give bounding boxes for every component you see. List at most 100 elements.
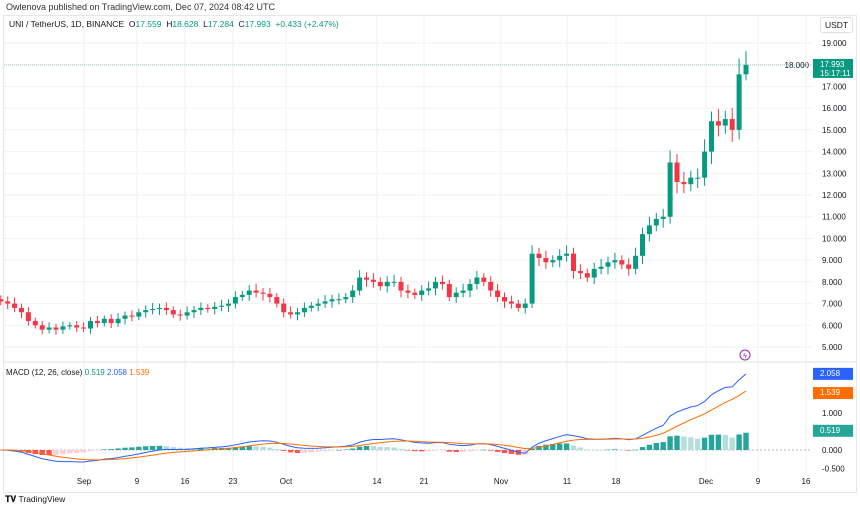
date-tick-label: Dec [699,477,713,486]
macd-histogram-bar [494,450,501,452]
candle-body [232,297,238,304]
candle-body [384,281,390,287]
macd-histogram-bar [460,450,466,452]
macd-histogram-bar [329,450,335,451]
macd-histogram-bar [336,449,342,451]
symbol-name[interactable]: UNI / TetherUS, 1D, BINANCE [9,19,125,29]
macd-histogram-bar [743,432,749,450]
candle-body [729,119,735,130]
macd-histogram-bar [701,437,708,450]
close-value: 17.993 [244,19,271,29]
close-label: C [238,19,245,29]
macd-histogram-bar [294,450,301,453]
macd-tick-label: 0.000 [822,446,843,455]
macd-histogram-bar [46,450,52,456]
candle-body [405,290,411,293]
price-tick-label: 12.000 [822,191,847,200]
macd-histogram-bar [377,446,383,450]
price-tick-label: 16.000 [822,104,847,113]
macd-histogram-bar [301,450,308,453]
macd-histogram-bar [149,445,156,450]
macd-histogram-bar [681,436,687,450]
macd-histogram-bar [239,446,245,450]
candle-body [295,312,300,315]
candle-body [660,216,666,219]
candle-body [329,299,335,302]
macd-histogram-bar [225,447,232,450]
macd-histogram-bar [281,450,287,451]
macd-histogram-bar [584,449,590,450]
candle-body [260,292,266,294]
event-icon [739,349,751,361]
candle-body [122,315,128,319]
macd-histogram-bar [674,435,680,450]
candle-body [350,290,356,298]
candle-body [591,268,597,278]
candle-body [702,151,708,178]
macd-histogram-bar [343,449,349,450]
candle-body [115,318,121,324]
macd-badge [813,367,853,380]
candle-body [626,264,632,269]
candle-body [391,281,397,283]
macd-histogram-bar [708,434,715,450]
candle-body [474,277,480,285]
macd-histogram-bar [205,448,211,450]
open-value: 17.559 [135,19,162,29]
candle-body [108,318,114,324]
candle-body [267,293,273,298]
tv-icon: 𝐓𝐕 [5,494,17,504]
candle-body [60,326,66,330]
candle-body [143,310,149,313]
price-tick-label: 11.000 [822,213,846,222]
macd-histogram-bar [246,446,252,450]
macd-histogram-bar [563,443,570,450]
date-tick-label: 16 [802,477,811,486]
price-tick-label: 7.000 [822,300,843,309]
candle-body [433,281,438,289]
macd-histogram-bar [287,450,294,453]
open-label: O [128,19,136,29]
macd-title[interactable]: MACD (12, 26, close) [6,368,83,377]
candle-body [564,253,570,256]
date-tick-label: 9 [135,477,140,486]
candle-body [495,290,501,298]
macd-histogram-bar [122,447,128,450]
candle-body [170,310,176,315]
date-tick-label: Oct [280,477,293,486]
macd-histogram-bar [260,446,266,450]
macd-histogram-bar [198,447,204,450]
candle-body [157,307,162,310]
currency-button[interactable]: USDT [820,17,854,33]
price-tick-label: 15.000 [822,126,847,135]
macd-histogram-bar [419,450,425,452]
candle-body [398,281,404,291]
macd-histogram-bar [446,450,452,452]
date-tick-label: 9 [756,477,761,486]
macd-histogram-bar [646,444,653,450]
macd-histogram-bar [101,449,107,450]
candle-body [39,325,45,330]
low-value: 17.284 [207,19,234,29]
signal-badge [813,387,853,400]
candle-body [577,271,583,274]
candle-body [81,327,87,329]
macd-histogram-bar [391,447,397,450]
macd-histogram-bar [60,450,66,455]
candle-body [253,290,259,293]
candle-body [681,182,687,185]
macd-histogram-bar [736,434,742,450]
candle-body [674,162,680,183]
candle-body [557,255,563,261]
tradingview-logo[interactable]: 𝐓𝐕 TradingView [5,494,65,505]
macd-histogram-bar [626,450,632,451]
candle-body [460,290,466,293]
candle-body [377,281,383,287]
high-label: H [166,19,173,29]
macd-histogram-bar [80,450,87,453]
macd-histogram-bar [53,450,59,456]
price-tick-label: 9.000 [822,256,843,265]
macd-histogram-bar [688,437,694,450]
candle-body [308,305,314,308]
